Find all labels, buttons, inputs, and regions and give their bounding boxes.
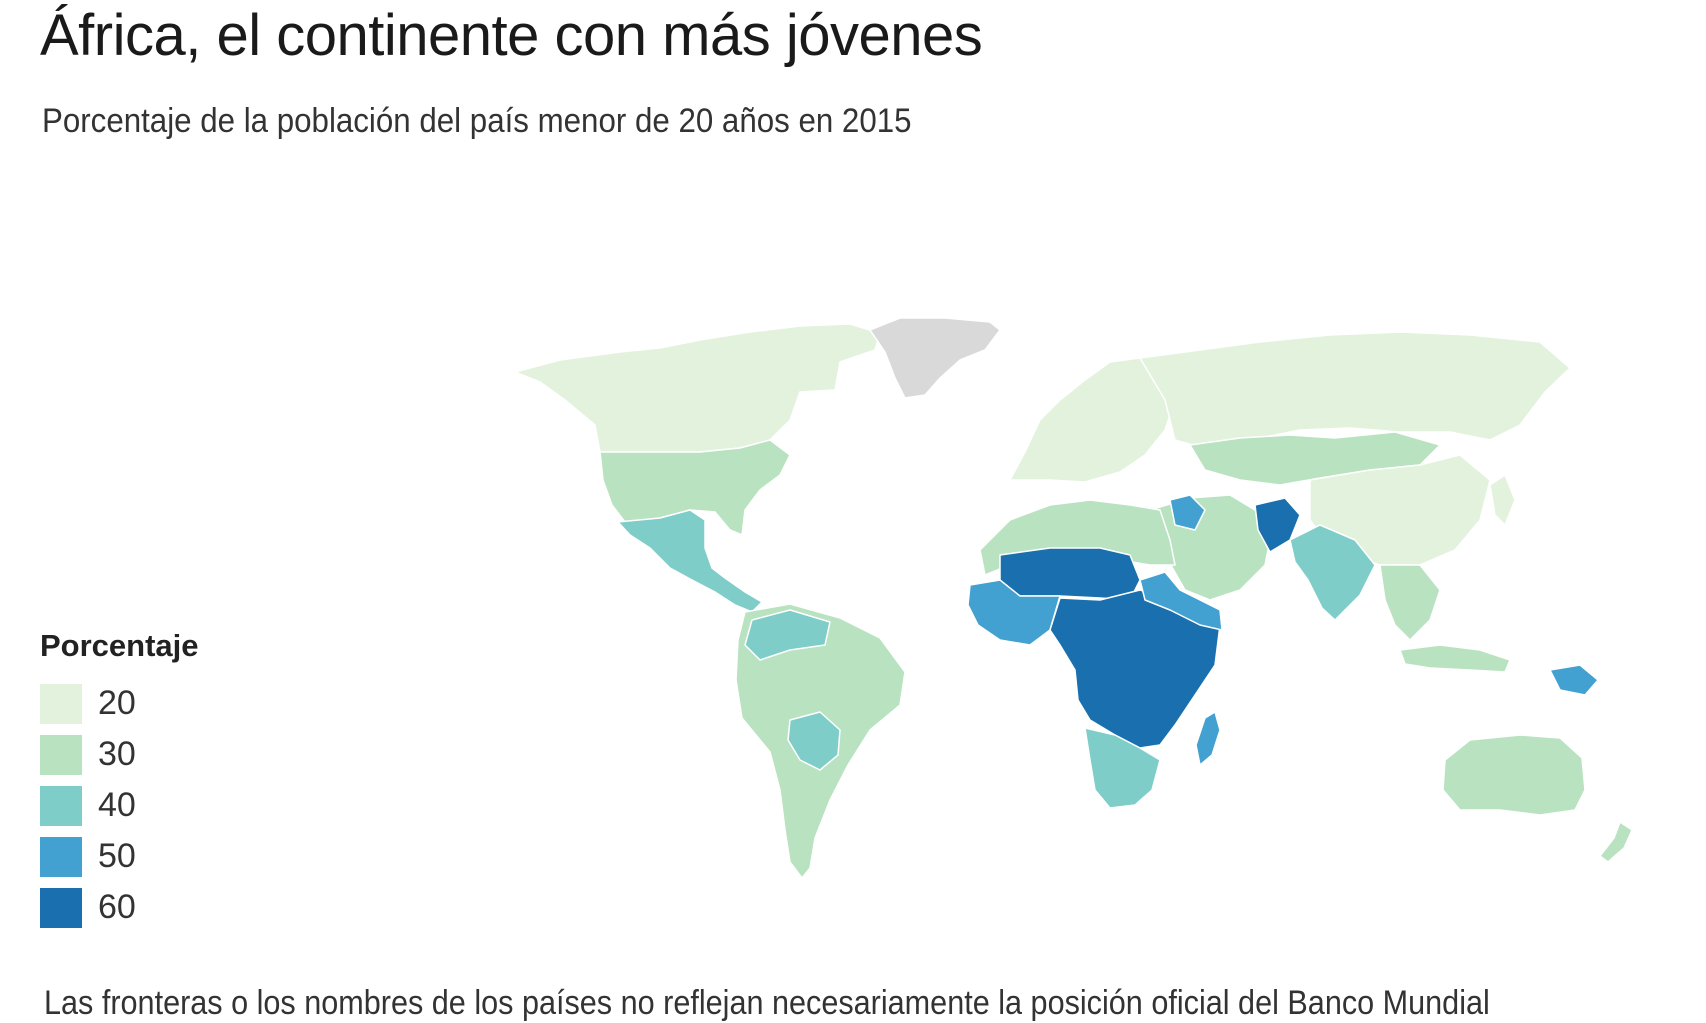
legend-item: 20 (40, 678, 199, 729)
region-usa (599, 439, 791, 536)
region-png (1549, 664, 1599, 696)
region-australia (1442, 734, 1586, 816)
legend-swatch (40, 785, 82, 826)
region-southeast-asia (1379, 564, 1441, 641)
chart-subtitle: Porcentaje de la población del país meno… (42, 102, 912, 140)
region-japan-korea (1489, 474, 1516, 526)
region-madagascar (1195, 711, 1221, 766)
chart-title: África, el continente con más jóvenes (40, 3, 983, 68)
region-mexico-central-america (617, 509, 763, 613)
map-legend: Porcentaje 20 30 40 50 60 (40, 628, 199, 933)
legend-swatch (40, 836, 82, 877)
legend-label: 50 (98, 837, 136, 875)
legend-item: 40 (40, 780, 199, 831)
region-russia (1139, 331, 1571, 451)
legend-label: 60 (98, 888, 136, 926)
region-greenland (869, 317, 1001, 399)
legend-label: 40 (98, 786, 136, 824)
legend-label: 30 (98, 735, 136, 773)
legend-swatch (40, 887, 82, 928)
region-new-zealand (1599, 821, 1633, 863)
legend-item: 50 (40, 831, 199, 882)
region-canada (514, 323, 881, 453)
region-west-africa (967, 579, 1061, 646)
legend-item: 60 (40, 882, 199, 933)
legend-title: Porcentaje (40, 628, 199, 663)
region-indonesia (1399, 644, 1511, 673)
region-bolivia-paraguay (787, 711, 841, 771)
region-southern-africa (1084, 727, 1161, 809)
legend-item: 30 (40, 729, 199, 780)
region-horn-of-africa (1139, 571, 1223, 631)
legend-swatch (40, 734, 82, 775)
legend-items: 20 30 40 50 60 (40, 678, 199, 933)
region-sahel (999, 547, 1141, 601)
footnote: Las fronteras o los nombres de los paíse… (44, 984, 1490, 1022)
region-iraq (1169, 494, 1206, 531)
region-south-asia (1289, 524, 1376, 621)
legend-swatch (40, 683, 82, 724)
legend-label: 20 (98, 684, 136, 722)
region-colombia-venezuela (744, 609, 831, 661)
